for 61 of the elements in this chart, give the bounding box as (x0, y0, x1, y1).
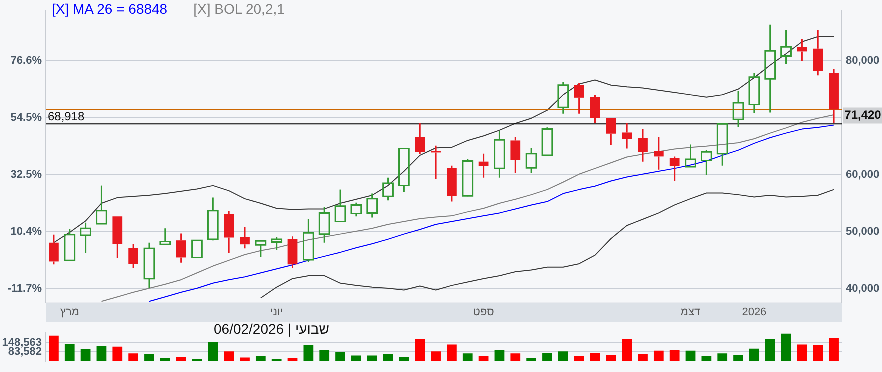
candlestick (732, 90, 744, 128)
candlestick (797, 38, 808, 62)
candlestick (240, 226, 250, 250)
y-tick-label: 60,000 (846, 168, 880, 181)
x-tick-label: יוני (270, 306, 284, 318)
candlestick (382, 177, 394, 202)
y2-tick-label: 54.5% (10, 112, 42, 124)
candlestick (271, 236, 283, 252)
candlestick (112, 216, 123, 260)
candlestick (622, 122, 632, 150)
candlestick (80, 222, 92, 254)
candlestick (207, 197, 219, 242)
candlestick (700, 150, 712, 176)
candlestick (526, 147, 538, 174)
candlestick (415, 122, 426, 156)
candlestick (574, 82, 584, 115)
y-tick-label: 50,000 (846, 226, 880, 238)
chart-subtitle: שבועי | 06/02/2026 (214, 321, 330, 337)
candlestick (128, 243, 138, 269)
ref-line-label: 68,918 (48, 109, 86, 124)
candlestick (144, 242, 156, 290)
candlestick (670, 156, 680, 182)
candlestick (255, 240, 267, 258)
candlestick (176, 232, 186, 264)
x-tick-label: ספט (473, 306, 494, 318)
candlestick (494, 130, 506, 179)
x-tick-label: 2026 (742, 306, 767, 318)
text: [X] MA 26 = 68848 (52, 1, 168, 17)
candlestick (780, 29, 792, 65)
y2-tick-label: 10.4% (10, 226, 42, 238)
candlestick (638, 128, 648, 163)
candlestick (318, 206, 330, 244)
y-tick-label: 80,000 (846, 54, 880, 67)
candlestick (590, 94, 600, 124)
y-tick-label: 40,000 (846, 283, 880, 296)
candlestick (96, 185, 108, 225)
x-tick-label: דצמ (680, 306, 701, 318)
y2-tick-label: -11.7% (8, 283, 42, 296)
candlestick (813, 29, 824, 76)
candlestick (764, 24, 776, 114)
y2-tick-label: 32.5% (10, 168, 42, 181)
candlestick (685, 144, 696, 168)
candlestick (510, 136, 521, 174)
candlestick (654, 136, 664, 171)
candlestick (302, 218, 314, 264)
candlestick (49, 234, 59, 266)
candlestick (447, 165, 457, 203)
candlestick (748, 72, 760, 114)
candlestick (829, 68, 839, 124)
candlestick (224, 210, 234, 254)
x-tick-label: מרץ (60, 306, 80, 318)
y2-tick-label: 76.6% (10, 54, 42, 67)
ref-line-label: 71,420 (844, 108, 882, 122)
candlestick (366, 193, 378, 219)
candlestick (558, 81, 570, 115)
candlestick (478, 153, 489, 179)
candlestick (160, 228, 172, 246)
candlestick (716, 123, 728, 167)
candlestick (334, 189, 346, 223)
text: [X] BOL 20,2,1 (194, 1, 285, 17)
candlestick (288, 236, 298, 270)
